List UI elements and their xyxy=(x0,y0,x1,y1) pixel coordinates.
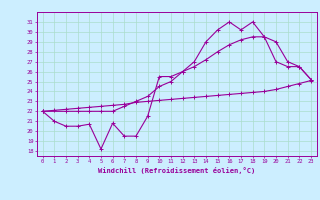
X-axis label: Windchill (Refroidissement éolien,°C): Windchill (Refroidissement éolien,°C) xyxy=(98,167,255,174)
